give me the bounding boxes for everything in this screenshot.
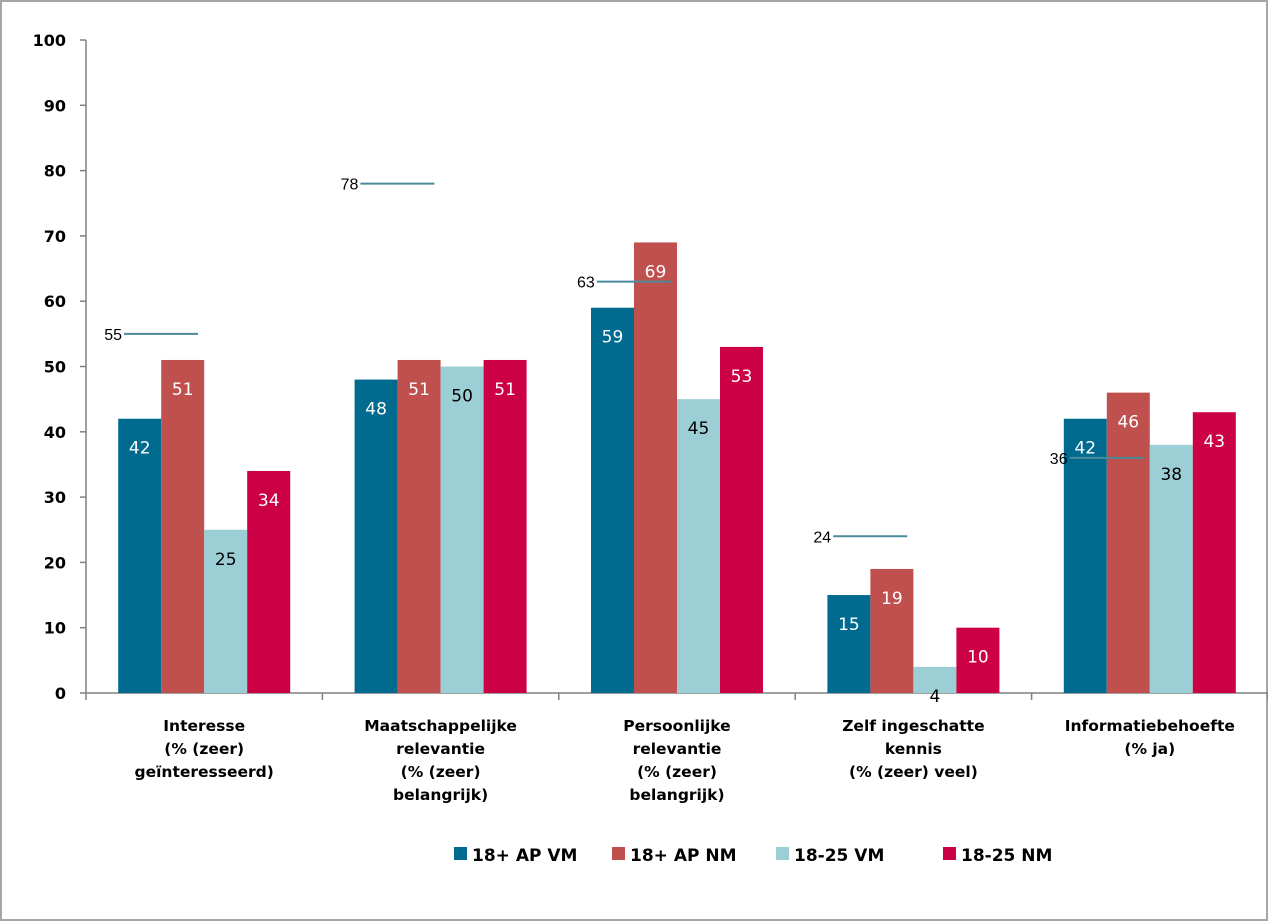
bar <box>397 359 441 693</box>
x-category-label-line: belangrijk) <box>393 786 488 804</box>
bar <box>634 242 677 693</box>
y-tick-label: 10 <box>44 619 66 638</box>
bar <box>591 307 634 693</box>
y-tick-label: 90 <box>44 96 66 115</box>
x-category-label: Zelf ingeschatte kennis (% (zeer) veel) <box>842 717 984 781</box>
x-category-label-line: Persoonlijke <box>623 717 730 735</box>
bar-value-label: 42 <box>1074 439 1096 459</box>
x-category-label: Maatschappelijke relevantie (% (zeer) belan… <box>364 717 517 804</box>
x-category-label-line: Maatschappelijke <box>364 717 517 735</box>
bar-value-label: 69 <box>645 262 667 282</box>
x-category-label-line: (% ja) <box>1124 740 1175 758</box>
bar-value-label: 51 <box>172 380 194 400</box>
bar-value-label: 59 <box>602 328 624 348</box>
bar-value-label: 43 <box>1203 432 1225 452</box>
x-category-label-line: belangrijk) <box>629 786 724 804</box>
legend-label: 18-25 NM <box>961 846 1052 866</box>
x-category-label: Interesse (% (zeer) geïnteresseerd) <box>135 717 274 781</box>
reference-line-label: 36 <box>1050 451 1068 468</box>
reference-line-label: 24 <box>813 529 831 546</box>
x-category-label-line: (% (zeer) veel) <box>849 763 978 781</box>
legend-swatch <box>776 847 789 860</box>
bar-value-label: 51 <box>408 380 430 400</box>
y-tick-label: 60 <box>44 292 66 311</box>
bar-value-label: 42 <box>129 439 151 459</box>
legend-swatch <box>454 847 467 860</box>
bar-value-label: 4 <box>929 687 940 707</box>
legend-label: 18+ AP NM <box>630 846 737 866</box>
y-tick-label: 0 <box>55 684 66 703</box>
bar <box>913 666 957 693</box>
bar <box>1106 392 1150 693</box>
x-category-label-line: relevantie <box>396 740 485 758</box>
x-category-label-line: (% (zeer) <box>637 763 717 781</box>
bar <box>204 529 248 693</box>
bar <box>956 627 1000 693</box>
bar-value-label: 45 <box>688 419 710 439</box>
bar <box>118 418 162 693</box>
y-tick-label: 40 <box>44 423 66 442</box>
bar-value-label: 50 <box>451 387 473 407</box>
bar-value-label: 19 <box>881 589 903 609</box>
bar-value-label: 38 <box>1160 465 1182 485</box>
bar-value-label: 34 <box>258 491 280 511</box>
bar <box>1192 412 1236 693</box>
bar-value-label: 15 <box>838 615 860 635</box>
bar <box>247 470 291 693</box>
bar <box>827 595 871 693</box>
bar-value-label: 48 <box>365 400 387 420</box>
bar <box>483 359 527 693</box>
y-tick-label: 50 <box>44 358 66 377</box>
legend-label: 18-25 VM <box>794 846 884 866</box>
bar <box>1149 444 1193 693</box>
reference-line-label: 63 <box>577 275 595 292</box>
x-category-label-line: (% (zeer) <box>164 740 244 758</box>
bar-value-label: 53 <box>731 367 753 387</box>
bar <box>677 399 720 693</box>
x-category-label-line: kennis <box>885 740 942 758</box>
x-category-label-line: Zelf ingeschatte <box>842 717 984 735</box>
bar <box>161 359 205 693</box>
x-category-label: Informatiebehoefte (% ja) <box>1065 717 1235 758</box>
bar <box>354 379 398 693</box>
bar-value-label: 46 <box>1117 413 1139 433</box>
y-tick-label: 30 <box>44 488 66 507</box>
reference-line-label: 78 <box>341 177 359 194</box>
x-category-label-line: Informatiebehoefte <box>1065 717 1235 735</box>
y-tick-label: 100 <box>33 31 66 50</box>
y-tick-label: 70 <box>44 227 66 246</box>
bar-value-label: 25 <box>215 550 237 570</box>
legend-label: 18+ AP VM <box>472 846 577 866</box>
bar <box>720 346 763 693</box>
y-tick-label: 80 <box>44 162 66 181</box>
bar-value-label: 51 <box>494 380 516 400</box>
x-category-label: Persoonlijke relevantie (% (zeer) belangrij… <box>623 717 730 804</box>
legend-swatch <box>612 847 625 860</box>
legend-swatch <box>943 847 956 860</box>
x-category-label-line: relevantie <box>633 740 722 758</box>
y-tick-label: 20 <box>44 553 66 572</box>
bar-value-label: 10 <box>967 648 989 668</box>
x-category-label-line: Interesse <box>163 717 245 735</box>
x-category-label-line: (% (zeer) <box>401 763 481 781</box>
bar <box>1063 418 1107 693</box>
bar <box>440 366 484 693</box>
bar <box>870 568 914 693</box>
reference-line-label: 55 <box>104 327 122 344</box>
x-category-label-line: geïnteresseerd) <box>135 763 274 781</box>
